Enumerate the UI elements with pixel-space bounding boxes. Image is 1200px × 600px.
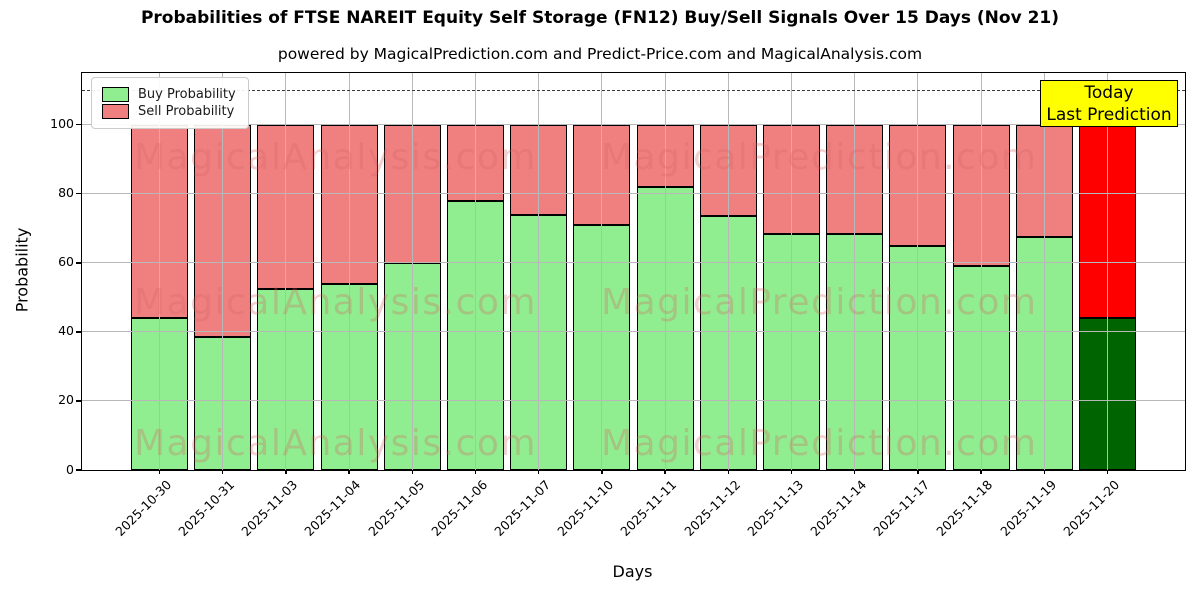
watermark-text: MagicalPrediction.com bbox=[601, 423, 1038, 464]
gridline-horizontal bbox=[82, 124, 1185, 126]
x-tick-mark bbox=[1106, 470, 1109, 474]
x-tick-mark bbox=[538, 470, 540, 474]
y-tick-mark bbox=[76, 262, 81, 264]
gridline-vertical bbox=[159, 73, 160, 470]
x-tick-mark bbox=[411, 470, 413, 474]
y-tick-mark bbox=[76, 331, 81, 333]
gridline-vertical bbox=[411, 73, 413, 470]
watermark-text: MagicalPrediction.com bbox=[601, 137, 1038, 178]
x-tick-label: 2025-11-11 bbox=[617, 477, 680, 539]
x-tick-mark bbox=[474, 470, 477, 474]
today-annotation-line1: Today bbox=[1084, 83, 1134, 103]
x-tick-label: 2025-11-13 bbox=[744, 477, 807, 539]
gridline-vertical bbox=[601, 73, 603, 470]
x-tick-label: 2025-11-03 bbox=[238, 477, 301, 539]
gridline-vertical bbox=[538, 73, 540, 470]
x-tick-mark bbox=[285, 470, 287, 474]
x-tick-label: 2025-11-07 bbox=[491, 477, 554, 539]
x-tick-mark bbox=[158, 470, 161, 474]
x-tick-mark bbox=[664, 470, 666, 474]
today-annotation-line2: Last Prediction bbox=[1046, 105, 1172, 125]
x-tick-label: 2025-11-12 bbox=[680, 477, 743, 539]
watermark-text: MagicalAnalysis.com bbox=[134, 137, 537, 178]
gridline-horizontal bbox=[82, 193, 1185, 195]
sell-swatch bbox=[102, 104, 129, 119]
plot-area: Buy Probability Sell Probability Today L… bbox=[50, 72, 1186, 539]
dashed-threshold-line bbox=[82, 90, 1185, 92]
x-tick-label: 2025-11-17 bbox=[870, 477, 933, 539]
watermark-text: MagicalAnalysis.com bbox=[134, 282, 537, 323]
x-axis-label: Days bbox=[612, 562, 653, 581]
x-tick-mark bbox=[601, 470, 603, 474]
legend-item-sell: Sell Probability bbox=[102, 104, 236, 119]
y-tick-label: 20 bbox=[58, 392, 74, 408]
x-tick-mark bbox=[790, 470, 793, 474]
x-tick-label: 2025-10-30 bbox=[112, 477, 175, 539]
gridline-vertical bbox=[791, 73, 792, 470]
y-tick-label: 60 bbox=[58, 254, 74, 270]
gridline-horizontal bbox=[82, 331, 1185, 333]
gridline-vertical bbox=[854, 73, 856, 470]
y-tick-mark bbox=[76, 469, 81, 471]
x-tick-label: 2025-11-04 bbox=[301, 477, 364, 539]
x-tick-mark bbox=[727, 470, 729, 474]
gridline-horizontal bbox=[82, 400, 1185, 402]
legend-label-buy: Buy Probability bbox=[138, 87, 236, 102]
gridline-vertical bbox=[727, 73, 729, 470]
gridline-vertical bbox=[1043, 73, 1045, 470]
x-tick-label: 2025-11-19 bbox=[996, 477, 1059, 539]
y-tick-mark bbox=[76, 400, 81, 402]
watermark-text: MagicalPrediction.com bbox=[601, 282, 1038, 323]
today-annotation: Today Last Prediction bbox=[1040, 80, 1178, 127]
y-tick-label: 100 bbox=[50, 116, 74, 132]
y-tick-label: 0 bbox=[66, 461, 74, 477]
gridline-vertical bbox=[475, 73, 476, 470]
x-tick-label: 2025-11-06 bbox=[428, 477, 491, 539]
y-tick-label: 40 bbox=[58, 323, 74, 339]
legend: Buy Probability Sell Probability bbox=[91, 77, 249, 129]
y-tick-label: 80 bbox=[58, 185, 74, 201]
chart-subtitle: powered by MagicalPrediction.com and Pre… bbox=[277, 45, 923, 63]
x-tick-label: 2025-11-10 bbox=[554, 477, 617, 539]
x-tick-mark bbox=[222, 470, 224, 474]
gridline-horizontal bbox=[82, 262, 1185, 264]
gridline-vertical bbox=[980, 73, 982, 470]
x-tick-label: 2025-11-05 bbox=[364, 477, 427, 539]
x-tick-label: 2025-10-31 bbox=[175, 477, 238, 539]
gridline-vertical bbox=[917, 73, 919, 470]
legend-item-buy: Buy Probability bbox=[102, 87, 236, 102]
x-tick-mark bbox=[348, 470, 350, 474]
buy-swatch bbox=[102, 87, 129, 102]
legend-label-sell: Sell Probability bbox=[138, 104, 235, 119]
watermark-text: MagicalAnalysis.com bbox=[134, 423, 537, 464]
x-tick-mark bbox=[1043, 470, 1045, 474]
y-tick-mark bbox=[76, 193, 81, 195]
y-axis-label: Probability bbox=[12, 227, 32, 313]
x-tick-mark bbox=[917, 470, 919, 474]
gridline-vertical bbox=[222, 73, 224, 470]
x-tick-label: 2025-11-20 bbox=[1060, 477, 1123, 539]
gridline-vertical bbox=[1107, 73, 1108, 470]
gridline-vertical bbox=[664, 73, 666, 470]
gridline-vertical bbox=[285, 73, 287, 470]
x-tick-mark bbox=[980, 470, 982, 474]
chart-title: Probabilities of FTSE NAREIT Equity Self… bbox=[140, 8, 1060, 28]
x-tick-label: 2025-11-18 bbox=[933, 477, 996, 539]
x-tick-label: 2025-11-14 bbox=[807, 477, 870, 539]
x-tick-mark bbox=[854, 470, 856, 474]
gridline-vertical bbox=[348, 73, 350, 470]
y-tick-mark bbox=[76, 124, 81, 126]
